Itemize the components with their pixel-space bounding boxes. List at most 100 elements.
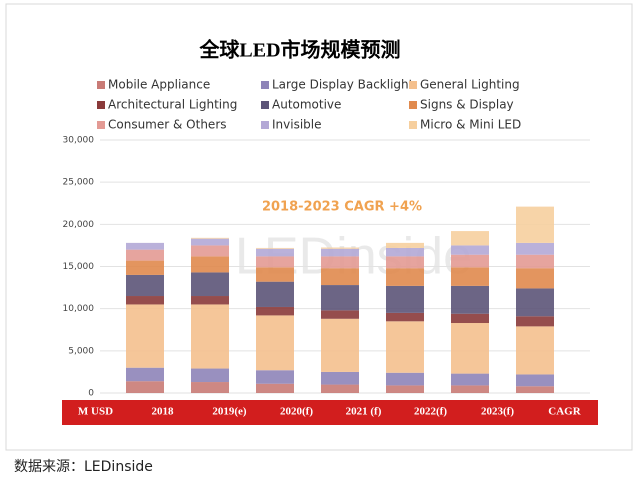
- legend-label: Mobile Appliance: [108, 78, 210, 92]
- bar-segment: [321, 256, 359, 269]
- axis-header: M USD: [78, 406, 113, 418]
- bar-segment: [386, 312, 424, 322]
- bar-segment: [321, 268, 359, 286]
- bar-segment: [516, 374, 554, 387]
- legend-swatch: [97, 101, 105, 109]
- bar-segment: [126, 296, 164, 305]
- x-tick-label: 2022(f): [414, 406, 447, 418]
- bar-segment: [451, 313, 489, 324]
- legend-swatch: [261, 81, 269, 89]
- bar-segment: [191, 245, 229, 257]
- bar-segment: [191, 304, 229, 369]
- bar-segment: [516, 242, 554, 255]
- x-tick-label: 2021 (f): [346, 406, 382, 418]
- bar-segment: [451, 254, 489, 268]
- bar-segment: [516, 386, 554, 393]
- bar-segment: [516, 268, 554, 289]
- bar-segment: [191, 296, 229, 305]
- bar-segment: [256, 383, 294, 393]
- legend-label: Micro & Mini LED: [420, 118, 521, 132]
- legend-label: Automotive: [272, 98, 341, 112]
- bar-segment: [516, 326, 554, 375]
- bar-segment: [321, 285, 359, 311]
- bar-segment: [321, 310, 359, 319]
- bar-segment: [191, 272, 229, 297]
- legend-label: Consumer & Others: [108, 118, 227, 132]
- bar-segment: [126, 367, 164, 382]
- bar-segment: [321, 318, 359, 372]
- legend-swatch: [409, 121, 417, 129]
- y-tick-label: 10,000: [63, 304, 95, 314]
- bar-segment: [321, 248, 359, 257]
- bar-segment: [321, 384, 359, 393]
- chart-title: 全球LED市场规模预测: [198, 38, 400, 62]
- last-column-label: CAGR: [548, 406, 581, 418]
- x-tick-label: 2023(f): [481, 406, 514, 418]
- bar-segment: [516, 254, 554, 269]
- legend-swatch: [261, 121, 269, 129]
- bar-segment: [451, 231, 489, 246]
- bar-segment: [321, 247, 359, 249]
- bar-segment: [386, 247, 424, 257]
- x-tick-label: 2020(f): [280, 406, 313, 418]
- bar-segment: [126, 304, 164, 368]
- legend-label: Architectural Lighting: [108, 98, 237, 112]
- y-tick-label: 0: [88, 389, 94, 399]
- legend-swatch: [409, 101, 417, 109]
- bar-segment: [386, 372, 424, 386]
- legend-label: General Lighting: [420, 78, 520, 92]
- legend-label: Large Display Backlight: [272, 78, 414, 92]
- bar-segment: [256, 281, 294, 307]
- legend-swatch: [409, 81, 417, 89]
- bar-segment: [256, 370, 294, 384]
- bar-segment: [126, 249, 164, 261]
- bar-segment: [516, 316, 554, 327]
- bar-segment: [386, 285, 424, 313]
- bar-segment: [126, 274, 164, 297]
- bar-segment: [451, 245, 489, 255]
- annotation: 2018-2023 CAGR +4%: [262, 200, 422, 215]
- legend-swatch: [97, 81, 105, 89]
- legend-label: Invisible: [272, 118, 322, 132]
- bar-segment: [451, 285, 489, 314]
- bar-segment: [321, 371, 359, 385]
- legend-label: Signs & Display: [420, 98, 514, 112]
- y-tick-label: 25,000: [63, 178, 95, 188]
- bar-segment: [191, 382, 229, 393]
- x-tick-label: 2018: [152, 406, 175, 418]
- bar-segment: [191, 368, 229, 383]
- bar-segment: [386, 242, 424, 248]
- bar-segment: [126, 381, 164, 393]
- bar-segment: [256, 267, 294, 282]
- legend-swatch: [261, 101, 269, 109]
- bar-segment: [386, 256, 424, 269]
- category-band: [62, 400, 598, 425]
- y-tick-label: 5,000: [68, 346, 94, 356]
- y-tick-label: 15,000: [63, 262, 95, 272]
- bar-segment: [256, 256, 294, 268]
- source: 数据来源：LEDinside: [14, 459, 153, 475]
- bar-segment: [256, 247, 294, 249]
- bar-segment: [256, 306, 294, 316]
- bar-segment: [256, 315, 294, 371]
- bar-segment: [386, 321, 424, 373]
- y-tick-label: 30,000: [63, 136, 95, 146]
- bar-segment: [516, 288, 554, 317]
- bar-segment: [191, 238, 229, 246]
- bar-segment: [516, 206, 554, 243]
- bar-segment: [126, 260, 164, 275]
- y-tick-label: 20,000: [63, 220, 95, 230]
- bar-segment: [386, 268, 424, 286]
- bar-segment: [451, 323, 489, 374]
- bar-segment: [451, 385, 489, 393]
- bar-segment: [191, 237, 229, 239]
- bar-segment: [451, 373, 489, 386]
- legend-swatch: [97, 121, 105, 129]
- bar-segment: [126, 242, 164, 250]
- bar-segment: [451, 267, 489, 286]
- bar-segment: [191, 256, 229, 273]
- bar-segment: [386, 385, 424, 393]
- bar-segment: [256, 248, 294, 257]
- x-tick-label: 2019(e): [212, 406, 247, 418]
